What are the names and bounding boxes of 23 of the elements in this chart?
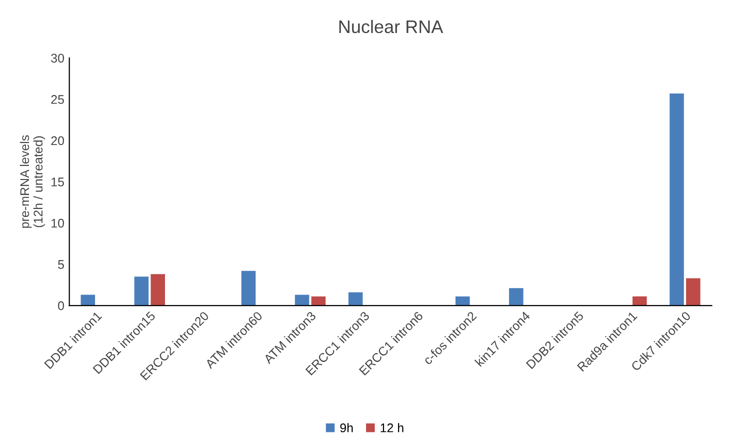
y-tick-label: 5: [58, 260, 64, 269]
bar: [150, 274, 165, 306]
chart-title: Nuclear RNA: [339, 20, 444, 34]
bar: [348, 292, 363, 306]
bar: [456, 296, 470, 306]
y-tick-label: 20: [51, 136, 64, 146]
y-tick-label: 30: [51, 54, 64, 63]
legend-label: 9h: [340, 423, 353, 432]
y-tick-label: 25: [51, 95, 64, 104]
bar: [80, 294, 96, 306]
bar: [311, 296, 326, 306]
bar: [686, 278, 700, 306]
bar: [241, 270, 256, 306]
y-tick-label: 15: [52, 178, 64, 186]
y-axis-title: pre-mRNA levels (12h / untreated): [20, 135, 46, 228]
legend-label: 12 h: [380, 423, 404, 432]
bar: [509, 288, 524, 306]
y-tick-label: 0: [58, 301, 64, 310]
bar: [632, 296, 647, 306]
bar: [294, 294, 310, 306]
bar: [670, 93, 684, 306]
bar: [134, 276, 149, 306]
y-tick-label: 10: [52, 218, 64, 228]
